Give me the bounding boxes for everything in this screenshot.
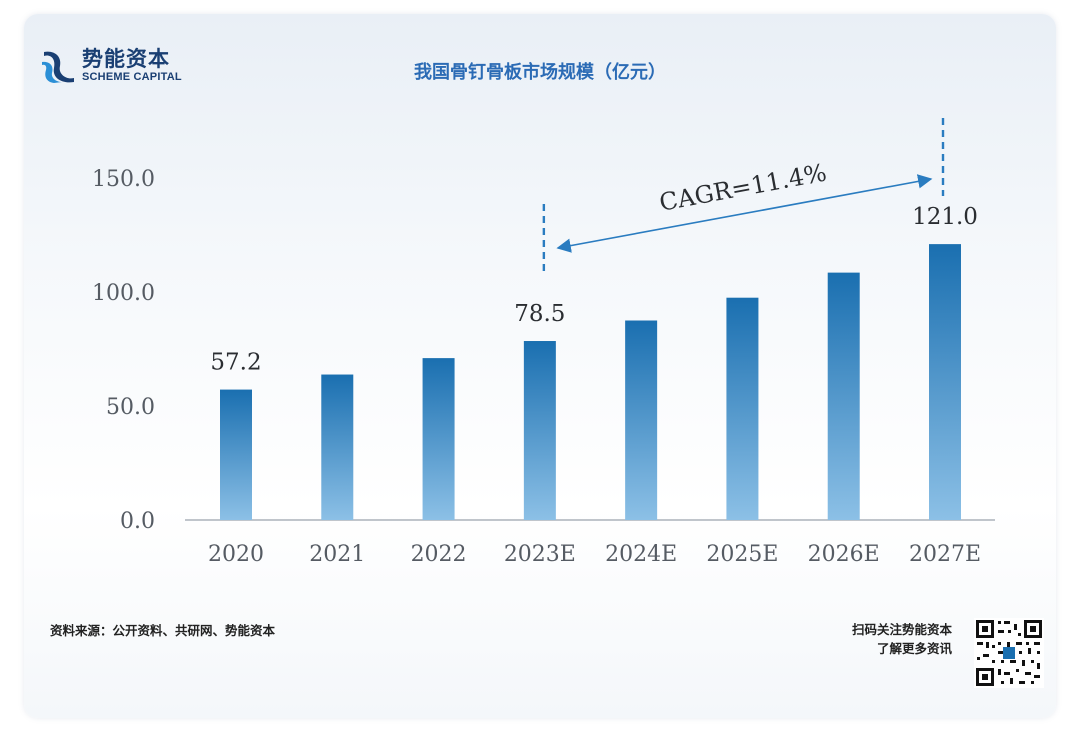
x-tick-label: 2023E [504, 542, 576, 567]
brand-name-cn: 势能资本 [82, 47, 170, 71]
x-tick-label: 2024E [605, 542, 677, 567]
bar-2025E [726, 297, 759, 520]
y-tick-label: 0.0 [120, 509, 155, 534]
qr-caption-line2: 了解更多资讯 [876, 641, 952, 656]
y-tick-label: 150.0 [92, 167, 155, 192]
bar-2021 [321, 374, 354, 520]
bar-2022 [422, 358, 455, 520]
cagr-arrow [556, 174, 933, 253]
data-label: 121.0 [912, 204, 978, 230]
brand-name-en: SCHEME CAPITAL [82, 71, 182, 83]
brand-logo: 势能资本 SCHEME CAPITAL [40, 46, 182, 84]
qr-code-icon[interactable] [974, 618, 1044, 688]
brand-logo-icon [42, 51, 74, 83]
bar-2024E [625, 320, 658, 520]
source-note: 资料来源：公开资料、共研网、势能资本 [50, 623, 276, 638]
chart-title: 我国骨钉骨板市场规模（亿元） [414, 62, 666, 83]
qr-caption: 扫码关注势能资本 了解更多资讯 [852, 620, 952, 658]
x-tick-label: 2026E [808, 542, 880, 567]
bar-2027E [929, 244, 961, 520]
x-tick-label: 2025E [706, 542, 778, 567]
data-label: 78.5 [514, 301, 565, 327]
y-tick-label: 50.0 [106, 395, 155, 420]
bar-2023E [523, 341, 556, 520]
qr-caption-line1: 扫码关注势能资本 [851, 622, 952, 637]
x-tick-label: 2027E [909, 542, 981, 567]
data-label: 57.2 [210, 350, 261, 376]
y-tick-label: 100.0 [92, 281, 155, 306]
cagr-label: CAGR=11.4% [657, 158, 829, 216]
x-tick-label: 2020 [208, 542, 264, 567]
bar-2020 [220, 389, 252, 520]
x-tick-label: 2022 [411, 542, 467, 567]
x-tick-label: 2021 [309, 542, 365, 567]
bar-2026E [827, 272, 860, 520]
